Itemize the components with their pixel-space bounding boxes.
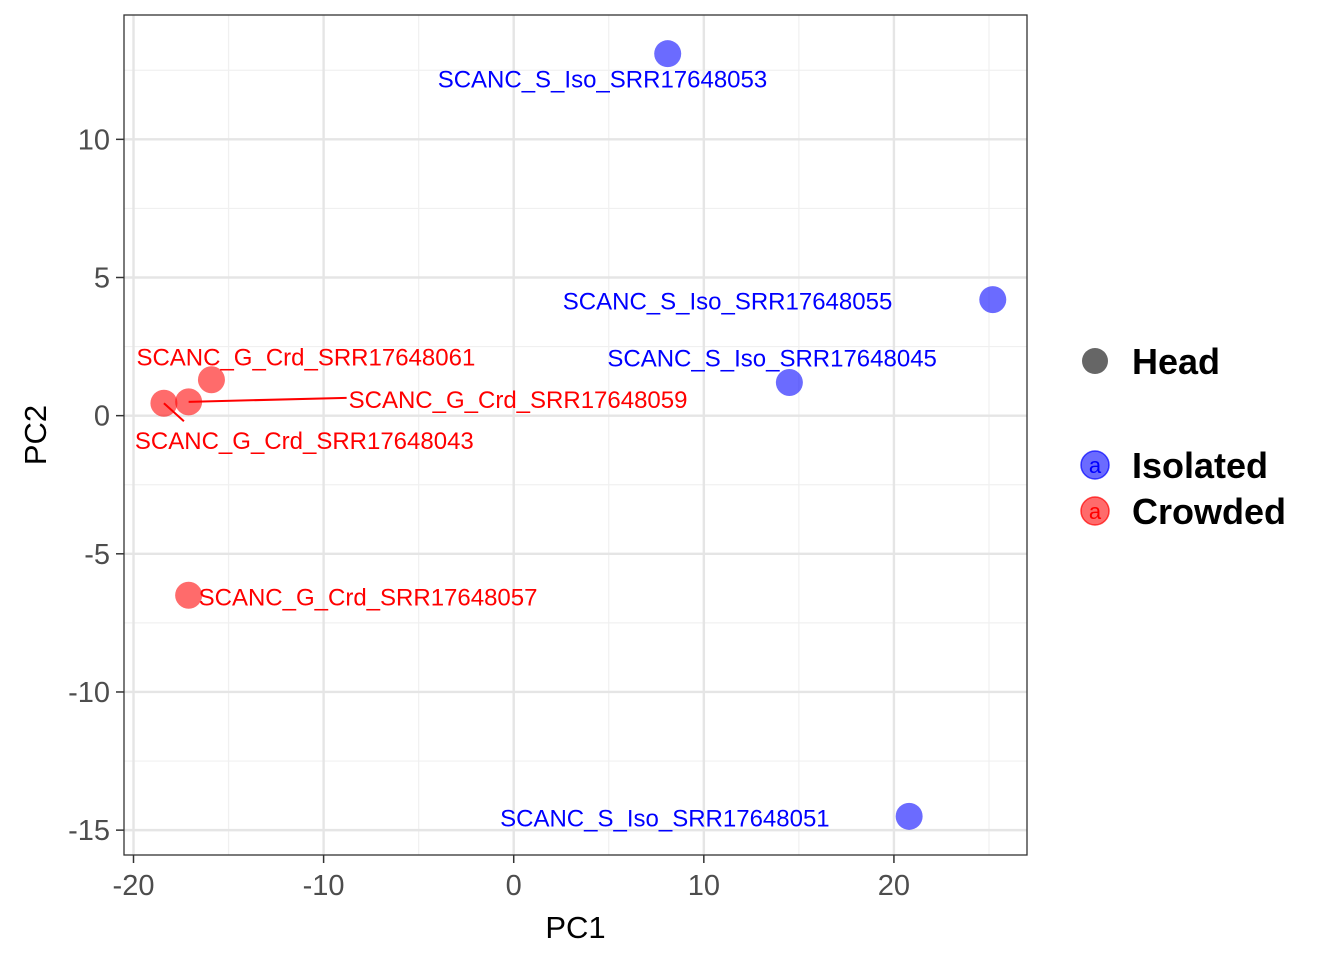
point-label: SCANC_S_Iso_SRR17648053 [438,67,768,94]
point-labels: SCANC_S_Iso_SRR17648053 SCANC_S_Iso_SRR17… [135,67,937,833]
x-axis-title: PC1 [545,910,605,945]
data-point [775,369,803,396]
data-point [654,40,682,68]
legend-key-color [1080,450,1110,480]
legend-label: Head [1132,341,1220,382]
y-tick-label: 0 [94,401,110,433]
x-tick-label: 0 [506,870,522,902]
data-point [150,389,178,417]
legend-key-letter: a [1089,499,1102,524]
legend-key-shape [1082,348,1108,374]
point-label: SCANC_S_Iso_SRR17648055 [563,289,893,316]
data-point [197,366,225,394]
x-tick-label: -20 [113,870,155,902]
data-point [175,581,203,609]
point-label: SCANC_G_Crd_SRR17648057 [199,584,538,611]
legend-label: Crowded [1132,491,1286,532]
leader-line [188,396,347,403]
data-points [150,40,1007,830]
point-label: SCANC_G_Crd_SRR17648059 [349,387,688,414]
y-tick-label: -5 [84,539,110,571]
point-label: SCANC_G_Crd_SRR17648061 [136,345,475,372]
point-label: SCANC_S_Iso_SRR17648051 [500,805,830,832]
legend: Head a Isolated a Crowded [1080,341,1286,532]
major-gridlines [124,15,1027,855]
point-label: SCANC_G_Crd_SRR17648043 [135,428,474,455]
data-point [979,286,1007,314]
y-axis-ticks: -15 -10 -5 0 5 10 [68,124,124,847]
data-point [895,802,923,830]
y-tick-label: -10 [68,677,110,709]
data-point [175,388,203,416]
legend-key-letter: a [1089,453,1102,478]
point-label: SCANC_S_Iso_SRR17648045 [607,346,937,373]
x-tick-label: -10 [303,870,345,902]
y-tick-label: 5 [94,263,110,295]
x-tick-label: 10 [688,870,720,902]
minor-gridlines [124,15,1027,855]
y-tick-label: 10 [78,124,110,156]
y-tick-label: -15 [68,815,110,847]
y-axis-title: PC2 [18,405,53,465]
legend-label: Isolated [1132,445,1268,486]
x-tick-label: 20 [878,870,910,902]
panel-border [123,14,1028,856]
x-axis-ticks: -20 -10 0 10 20 [113,855,910,902]
legend-key-color [1080,496,1110,526]
